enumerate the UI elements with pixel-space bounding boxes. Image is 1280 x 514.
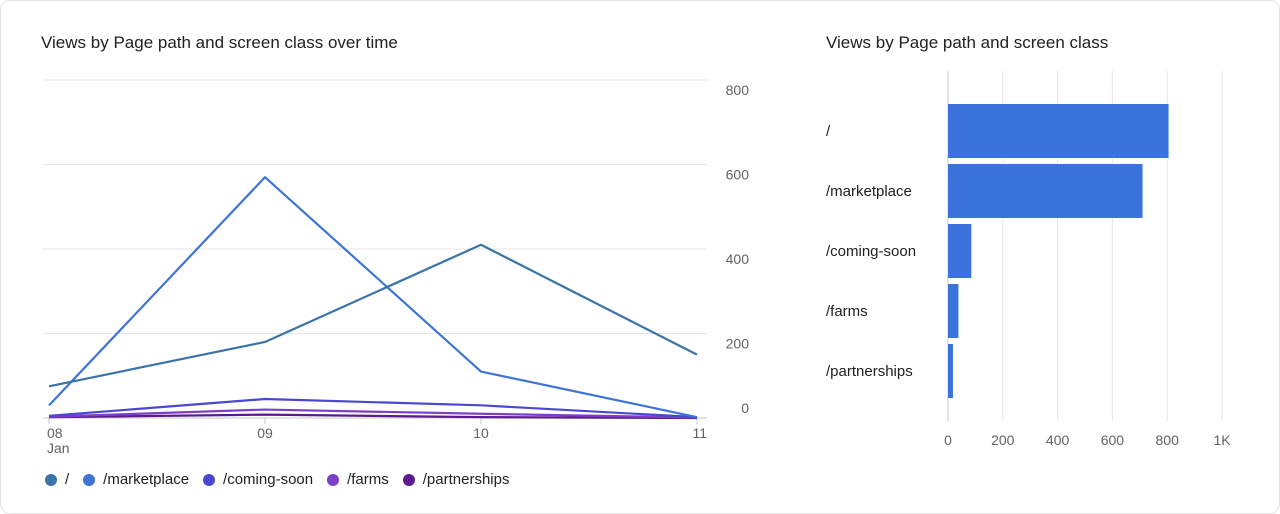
line-chart-grid bbox=[43, 79, 707, 419]
line-series-marketplace bbox=[48, 176, 698, 419]
bar-chart-category-label: /farms bbox=[826, 303, 868, 320]
bar-chart-x-tick-label: 600 bbox=[1101, 432, 1125, 448]
bar-chart-title: Views by Page path and screen class bbox=[826, 33, 1109, 52]
bar-chart-x-tick-label: 200 bbox=[991, 432, 1015, 448]
bar-chart-x-tick-label: 1K bbox=[1213, 432, 1231, 448]
bar-chart-category-label: /partnerships bbox=[826, 363, 913, 380]
bar-root bbox=[948, 104, 1169, 158]
legend-item[interactable]: / bbox=[45, 471, 69, 488]
line-chart-axis: 800 600 400 200 0 08 09 10 11 Jan bbox=[47, 82, 749, 456]
legend-item[interactable]: /farms bbox=[327, 471, 389, 488]
bar-farms bbox=[948, 284, 959, 338]
line-chart-y-tick-label: 800 bbox=[726, 82, 750, 98]
legend-item[interactable]: /coming-soon bbox=[203, 471, 313, 488]
line-chart-y-tick-label: 400 bbox=[726, 251, 750, 267]
bar-partnerships bbox=[948, 344, 953, 398]
line-chart-x-tick-label: 11 bbox=[692, 425, 707, 441]
bar-chart-x-tick-label: 400 bbox=[1046, 432, 1070, 448]
legend-dot-icon bbox=[83, 473, 96, 486]
legend-dot-icon bbox=[327, 473, 340, 486]
line-series-farms bbox=[48, 408, 698, 419]
line-series-root bbox=[48, 243, 698, 388]
line-chart-title: Views by Page path and screen class over… bbox=[41, 33, 398, 52]
bar-coming-soon bbox=[948, 224, 972, 278]
line-chart-series bbox=[48, 176, 698, 420]
bar-marketplace bbox=[948, 164, 1143, 218]
legend-dot-icon bbox=[45, 473, 57, 486]
bar-chart-category-label: /marketplace bbox=[826, 183, 912, 200]
line-chart-x-tick-label: 08 bbox=[47, 425, 63, 441]
legend-label: /coming-soon bbox=[223, 471, 314, 488]
legend-label: / bbox=[65, 471, 70, 488]
bar-chart-axis: 0 200 400 600 800 1K / /marketplace/coming-soon… bbox=[826, 123, 1231, 448]
line-chart-x-tick-label: 10 bbox=[473, 425, 489, 441]
bar-chart-x-tick-label: 800 bbox=[1156, 432, 1180, 448]
line-chart-legend: / /marketplace/coming-soon/farms/partners… bbox=[45, 471, 509, 488]
line-series-coming-soon bbox=[48, 397, 698, 419]
legend-label: /farms bbox=[347, 471, 389, 488]
line-chart-y-tick-label: 200 bbox=[726, 336, 750, 352]
legend-label: /partnerships bbox=[422, 471, 510, 488]
bar-chart-bars bbox=[948, 104, 1169, 398]
bar-chart-x-tick-label: 0 bbox=[944, 432, 952, 448]
legend-dot-icon bbox=[203, 473, 216, 486]
legend-dot-icon bbox=[402, 473, 415, 486]
line-series-partnerships bbox=[48, 413, 698, 420]
line-chart-x-sublabel: Jan bbox=[47, 440, 70, 456]
line-chart-x-tick-label: 09 bbox=[257, 425, 273, 441]
legend-label: /marketplace bbox=[103, 471, 190, 488]
bar-chart-category-label: /coming-soon bbox=[826, 243, 916, 260]
legend-item[interactable]: /partnerships bbox=[402, 471, 510, 488]
line-chart-y-tick-label: 600 bbox=[726, 167, 750, 183]
legend-item[interactable]: /marketplace bbox=[83, 471, 189, 488]
bar-chart-category-label: / bbox=[826, 123, 831, 140]
line-chart-y-tick-label: 0 bbox=[741, 400, 749, 416]
